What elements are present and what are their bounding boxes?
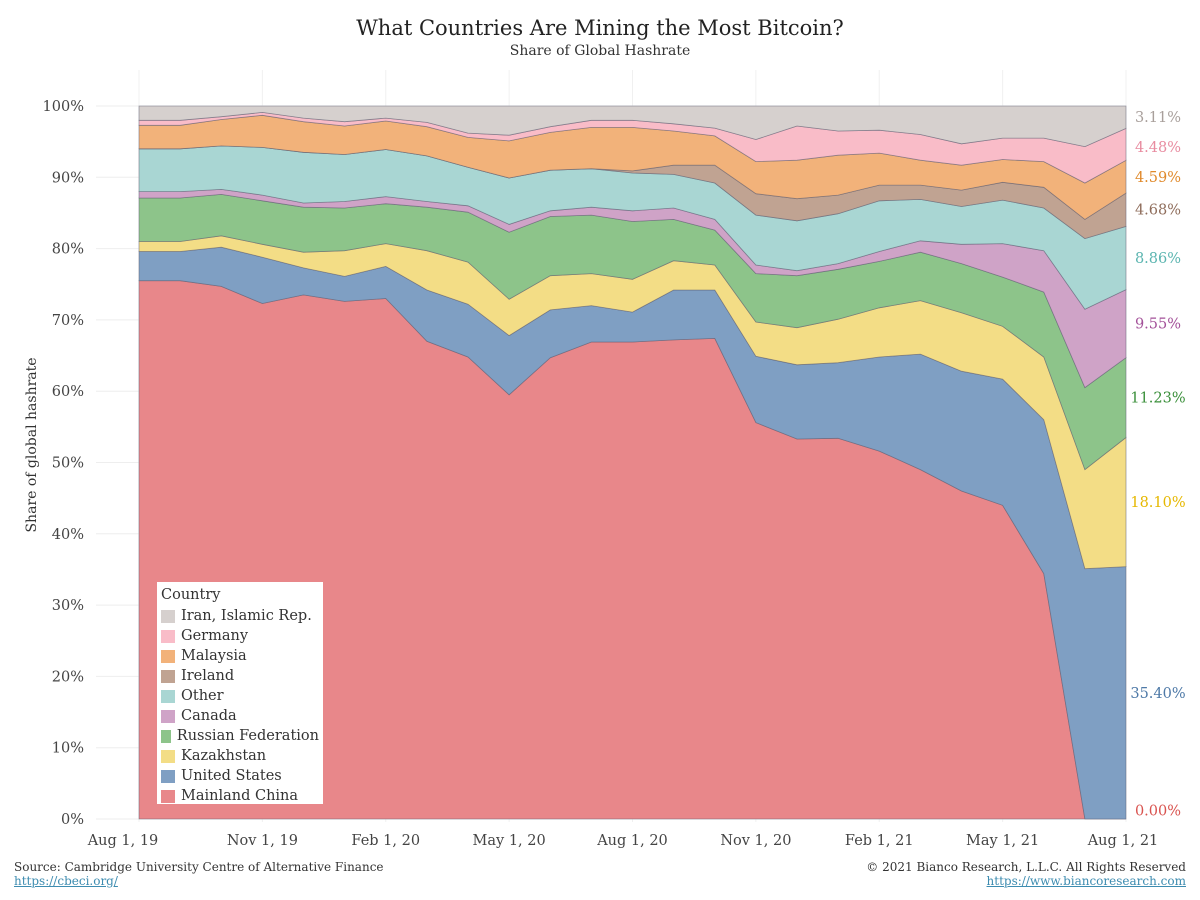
legend-swatch [161, 729, 171, 743]
legend-swatch [161, 769, 175, 783]
y-tick-label: 20% [52, 669, 84, 685]
legend-swatch [161, 689, 175, 703]
y-tick-label: 100% [43, 99, 84, 115]
y-tick-label: 40% [52, 527, 84, 543]
legend-label: Malaysia [181, 648, 247, 664]
end-value-label: 4.68% [1135, 203, 1181, 219]
legend-item: Kazakhstan [161, 746, 319, 766]
y-tick-label: 60% [52, 384, 84, 400]
y-axis-label: Share of global hashrate [24, 357, 40, 532]
y-tick-label: 80% [52, 242, 84, 258]
legend-title: Country [161, 587, 221, 603]
y-tick-label: 70% [52, 313, 84, 329]
legend-label: Ireland [181, 668, 235, 684]
legend-label: Germany [181, 628, 249, 644]
end-value-label: 0.00% [1135, 803, 1181, 819]
legend-swatch [161, 609, 175, 623]
copyright-text: © 2021 Bianco Research, L.L.C. All Right… [866, 860, 1186, 874]
x-tick-label: Nov 1, 19 [227, 833, 298, 849]
x-tick-label: May 1, 20 [473, 833, 546, 849]
end-value-label: 3.11% [1135, 110, 1181, 126]
legend-swatch [161, 789, 175, 803]
legend-item: Other [161, 686, 319, 706]
end-value-label: 8.86% [1135, 251, 1181, 267]
source-link[interactable]: https://cbeci.org/ [14, 874, 118, 888]
legend-item: Germany [161, 626, 319, 646]
end-value-label: 9.55% [1135, 317, 1181, 333]
legend-label: Iran, Islamic Rep. [181, 608, 312, 624]
area-iran-islamic-rep [138, 105, 1127, 148]
copyright-link[interactable]: https://www.biancoresearch.com [986, 874, 1186, 888]
y-tick-label: 50% [52, 456, 84, 472]
legend: Country Iran, Islamic Rep. Germany Malaysi… [157, 582, 323, 804]
copyright-note: © 2021 Bianco Research, L.L.C. All Right… [866, 860, 1186, 888]
legend-label: Mainland China [181, 788, 299, 804]
legend-swatch [161, 649, 175, 663]
legend-label: Canada [181, 708, 237, 724]
y-tick-label: 10% [52, 741, 84, 757]
legend-swatch [161, 629, 175, 643]
y-tick-label: 90% [52, 170, 84, 186]
legend-swatch [161, 749, 175, 763]
legend-item: Malaysia [161, 646, 319, 666]
chart-title: What Countries Are Mining the Most Bitco… [356, 16, 844, 40]
x-tick-label: Aug 1, 20 [596, 833, 668, 849]
y-tick-label: 0% [61, 812, 84, 828]
legend-item: United States [161, 766, 319, 786]
end-value-label: 35.40% [1130, 686, 1185, 702]
x-tick-label: May 1, 21 [966, 833, 1039, 849]
legend-label: United States [181, 768, 282, 784]
legend-item: Iran, Islamic Rep. [161, 606, 319, 626]
x-tick-label: Aug 1, 19 [87, 833, 159, 849]
legend-item: Ireland [161, 666, 319, 686]
legend-label: Other [181, 688, 224, 704]
end-value-label: 4.48% [1135, 140, 1181, 156]
legend-swatch [161, 709, 175, 723]
x-tick-label: Nov 1, 20 [720, 833, 791, 849]
x-tick-label: Aug 1, 21 [1087, 833, 1159, 849]
legend-label: Russian Federation [176, 728, 319, 744]
source-note: Source: Cambridge University Centre of A… [14, 860, 384, 888]
end-value-label: 11.23% [1130, 391, 1185, 407]
chart-subtitle: Share of Global Hashrate [509, 43, 691, 59]
x-tick-label: Feb 1, 21 [845, 833, 914, 849]
legend-swatch [161, 669, 175, 683]
end-value-label: 4.59% [1135, 170, 1181, 186]
x-tick-label: Feb 1, 20 [351, 833, 420, 849]
y-tick-label: 30% [52, 598, 84, 614]
legend-item: Mainland China [161, 786, 319, 806]
legend-item: Canada [161, 706, 319, 726]
source-text: Source: Cambridge University Centre of A… [14, 860, 384, 874]
legend-label: Kazakhstan [181, 748, 267, 764]
legend-item: Russian Federation [161, 726, 319, 746]
end-value-label: 18.10% [1130, 495, 1185, 511]
